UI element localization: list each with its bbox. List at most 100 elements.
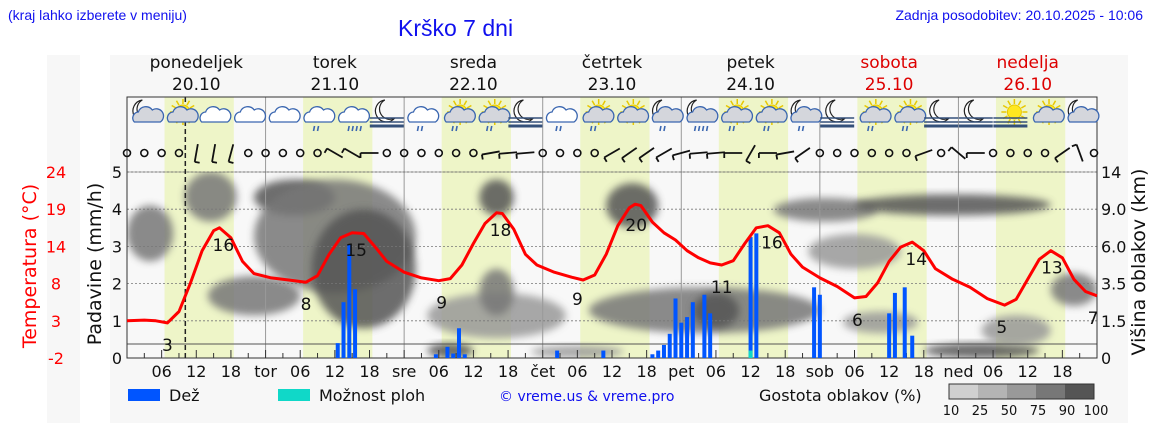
wind-calm-icon xyxy=(1006,148,1015,158)
x-tick-label: 06 xyxy=(151,362,171,381)
wind-barb-staff xyxy=(481,150,500,156)
cloud-density-region xyxy=(808,234,901,269)
rain-drop xyxy=(420,125,424,132)
temperature-label: 9 xyxy=(436,294,447,314)
precipitation-bar xyxy=(817,294,822,358)
precipitation-bar xyxy=(462,354,467,358)
wind-calm-icon xyxy=(382,148,392,158)
temperature-label: 20 xyxy=(625,216,647,236)
precipitation-bar xyxy=(601,350,606,358)
wind-barb-icon xyxy=(775,150,795,160)
x-tick-label: 06 xyxy=(429,362,449,381)
cloud-shape xyxy=(1032,106,1065,123)
cloud-drizzle-icon xyxy=(545,106,578,132)
moon-fog-icon xyxy=(924,99,959,128)
sun-ray xyxy=(864,104,870,109)
page-title: Krško 7 dni xyxy=(398,15,514,41)
precipitation-bar xyxy=(456,328,461,358)
wind-calm-icon xyxy=(867,148,877,158)
wind-barb-staff xyxy=(672,149,691,157)
moon-crescent xyxy=(513,99,534,123)
sun-ray xyxy=(882,104,888,109)
wind-barb-icon xyxy=(1054,147,1071,163)
wind-calm-icon xyxy=(1089,148,1099,158)
sun-ray xyxy=(626,100,630,106)
wind-barb-icon xyxy=(359,152,379,158)
wind-barb-icon xyxy=(227,144,235,164)
cloud-density-swatch xyxy=(1036,384,1065,399)
sun-cloud-icon xyxy=(1032,99,1065,125)
rain-drop xyxy=(485,125,489,132)
day-name: torek xyxy=(313,53,357,73)
sun-ray xyxy=(639,104,645,109)
cloud-shape xyxy=(199,106,232,123)
sun-ray xyxy=(463,100,468,106)
day-name: sreda xyxy=(450,53,497,73)
sun-ray xyxy=(1020,104,1027,109)
moon-cloud-icon xyxy=(1067,99,1100,123)
moon-fog-icon xyxy=(369,99,404,128)
sun-cloud-drizzle-icon xyxy=(755,99,788,132)
wind-barb-icon xyxy=(621,147,638,163)
sun-ray xyxy=(879,100,883,106)
sun-ray xyxy=(171,104,177,109)
cloud-shape xyxy=(859,106,892,123)
cloud-density-swatch xyxy=(949,384,978,399)
left-axis-panel xyxy=(47,55,80,423)
rain-drop xyxy=(347,125,350,132)
cloud-density-region xyxy=(981,315,1051,346)
wind-barb-staff xyxy=(950,146,966,160)
rain-drop xyxy=(663,125,666,132)
cloud-height-tick-label: 14 xyxy=(1101,163,1121,182)
rain-drop xyxy=(559,125,562,132)
sun-ray xyxy=(1041,100,1046,106)
day-date: 22.10 xyxy=(449,75,498,95)
x-tick-label: 18 xyxy=(636,362,656,381)
x-tick-label: ned xyxy=(943,362,973,381)
wind-barb-icon xyxy=(757,152,777,158)
day-date: 20.10 xyxy=(172,75,221,95)
moon-fog-icon xyxy=(508,99,543,128)
wind-barb-feather xyxy=(1054,157,1059,163)
x-tick-label: 18 xyxy=(498,362,518,381)
wind-calm-icon xyxy=(590,148,599,158)
cloud-height-axis-title: Višina oblakov (km) xyxy=(1128,169,1150,356)
wind-calm-icon xyxy=(174,148,184,158)
wind-calm-icon xyxy=(832,148,842,158)
sun-ray xyxy=(913,100,918,106)
sun-ray xyxy=(483,104,489,109)
x-tick-label: tor xyxy=(254,362,277,381)
rain-drop xyxy=(705,125,709,132)
wind-barb-feather xyxy=(211,160,218,164)
precip-tick-label: 1 xyxy=(112,312,122,331)
sun-cloud-drizzle-icon xyxy=(582,99,615,132)
wind-barb-icon xyxy=(515,151,535,159)
sun-ray xyxy=(778,104,784,109)
precipitation-bar xyxy=(812,287,817,358)
rain-drop xyxy=(359,125,362,132)
day-name: sobota xyxy=(860,53,918,73)
wind-calm-icon xyxy=(313,148,322,158)
sun-cloud-icon xyxy=(617,99,650,125)
precipitation-bar xyxy=(667,333,672,358)
x-tick-label: 12 xyxy=(186,362,206,381)
wind-barb-feather xyxy=(228,160,234,164)
wind-barb-staff xyxy=(915,149,933,157)
x-tick-label: 06 xyxy=(567,362,587,381)
cloud-density-level-label: 90 xyxy=(1059,404,1076,419)
sun-ray xyxy=(466,104,472,109)
wind-calm-icon xyxy=(451,148,461,158)
wind-barb-staff xyxy=(638,147,655,159)
day-date: 25.10 xyxy=(865,75,914,95)
wind-barb-staff xyxy=(499,151,518,155)
cloud-shape xyxy=(268,106,301,123)
credit-text: © vreme.us & vreme.pro xyxy=(499,389,674,405)
wind-calm-icon xyxy=(399,148,409,158)
precipitation-bar xyxy=(353,289,358,358)
wind-barb-feather xyxy=(775,154,779,160)
rain-drop xyxy=(693,125,697,132)
cloud-density-region xyxy=(184,172,237,222)
sun-ray xyxy=(1055,104,1061,109)
wind-calm-icon xyxy=(157,148,166,158)
wind-calm-icon xyxy=(1040,148,1050,158)
